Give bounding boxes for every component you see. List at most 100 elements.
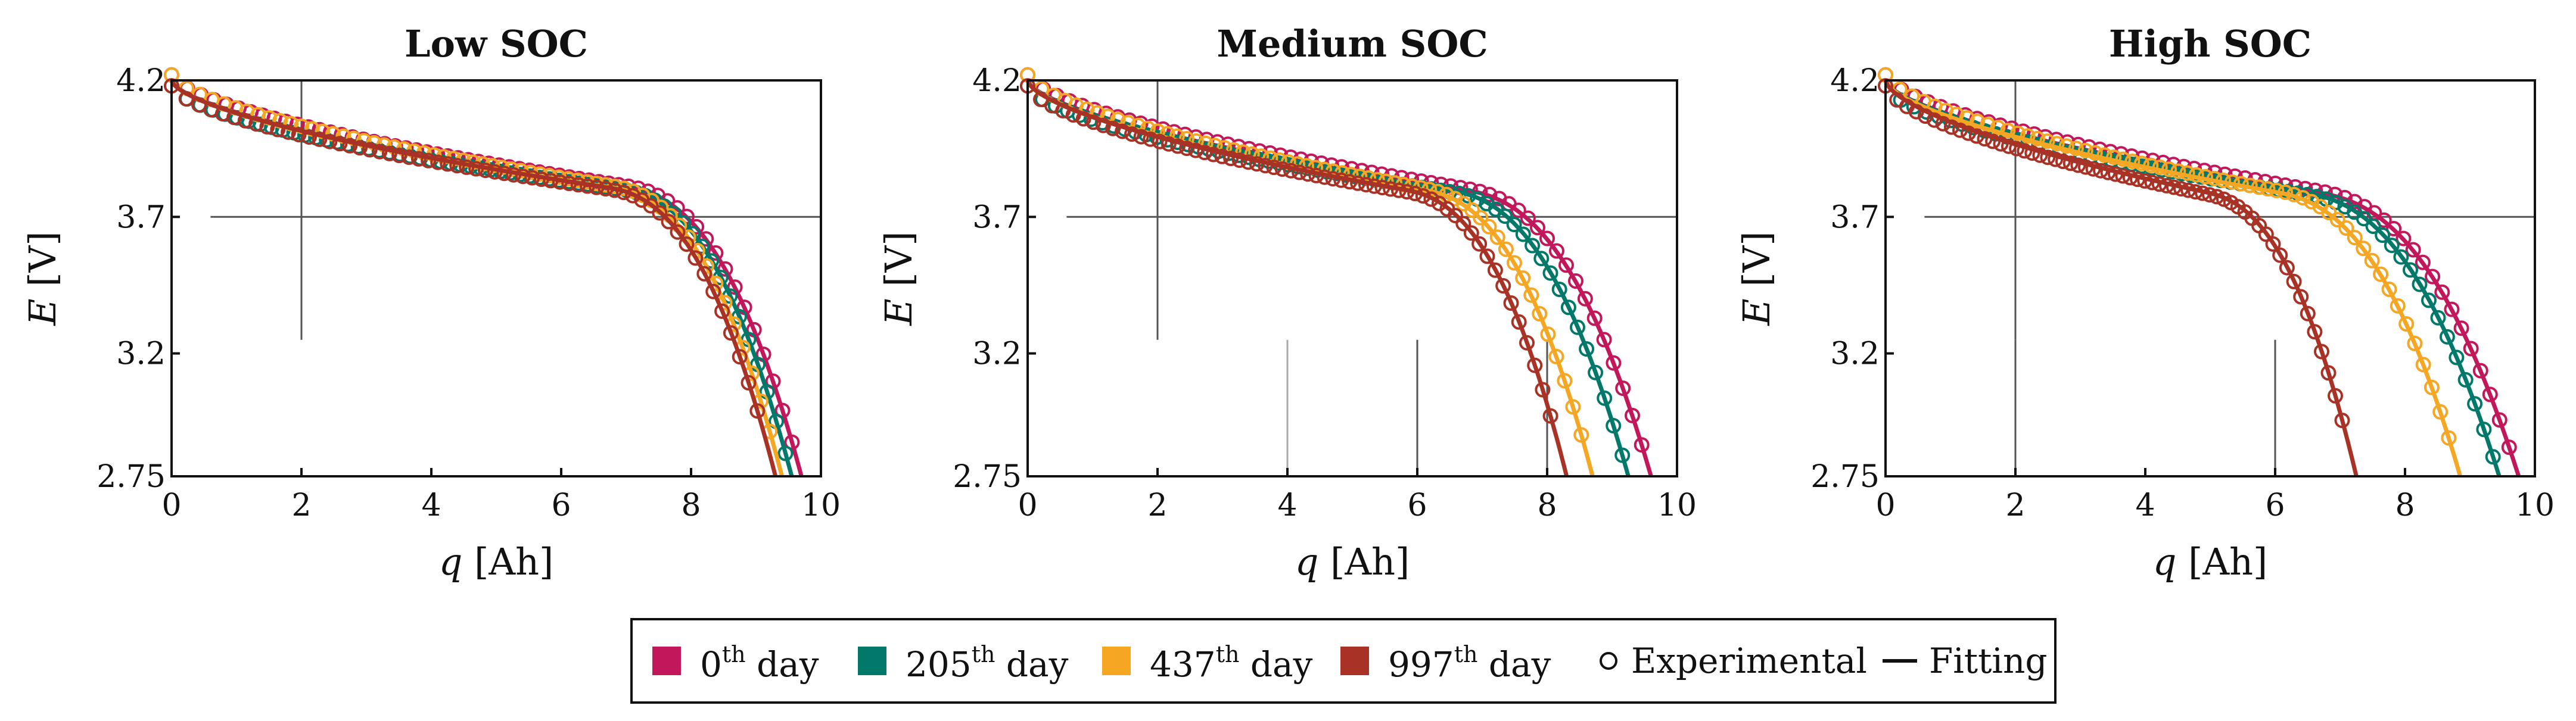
- experimental-point: [1926, 112, 1942, 128]
- experimental-point: [1918, 108, 1933, 124]
- experimental-point: [2207, 170, 2222, 186]
- experimental-point: [1065, 107, 1081, 123]
- experimental-point: [1539, 230, 1555, 246]
- experimental-point: [2055, 154, 2071, 169]
- experimental-point: [2269, 182, 2285, 198]
- experimental-point: [2441, 430, 2457, 446]
- experimental-point: [679, 236, 695, 252]
- x-axis-space: [2176, 540, 2188, 583]
- experimental-point: [1530, 220, 1545, 236]
- experimental-point: [2085, 161, 2101, 177]
- experimental-point: [1614, 447, 1631, 463]
- experimental-point: [1980, 117, 1996, 133]
- series-group: [164, 67, 804, 477]
- experimental-point: [606, 182, 623, 198]
- experimental-point: [506, 167, 522, 183]
- y-tick-label: 2.75: [97, 459, 166, 495]
- experimental-point: [2356, 241, 2372, 257]
- experimental-point: [2020, 128, 2036, 144]
- experimental-point: [2180, 182, 2197, 198]
- experimental-point: [1489, 229, 1505, 245]
- experimental-point: [2130, 171, 2146, 188]
- experimental-point: [1205, 146, 1221, 163]
- experimental-point: [270, 121, 286, 138]
- legend-label-base: 205: [906, 644, 972, 685]
- experimental-point: [1473, 210, 1489, 226]
- experimental-point: [2384, 238, 2400, 254]
- experimental-point: [2467, 396, 2483, 412]
- x-tick-label: 4: [1277, 488, 1297, 523]
- experimental-point: [1558, 257, 1574, 273]
- experimental-point: [696, 266, 713, 282]
- y-axis-space: [877, 287, 920, 299]
- experimental-point: [2233, 176, 2249, 192]
- x-axis-variable: q: [2153, 540, 2177, 583]
- panel-1: Low SOC 0 2 4 6 8 10 2.75 3.2 3.7 4.2 q [Ah] E [V]: [21, 22, 841, 583]
- experimental-point: [1523, 287, 1539, 303]
- experimental-point: [2279, 260, 2295, 276]
- y-tick-label: 4.2: [1830, 63, 1880, 99]
- experimental-point: [2137, 173, 2153, 189]
- experimental-point: [2293, 289, 2309, 305]
- experimental-point: [1143, 131, 1159, 147]
- experimental-point: [589, 179, 605, 195]
- experimental-point: [1481, 219, 1497, 235]
- panel-2: Medium SOC 0 2 4 6 8 10 2.75 3.2 3.7 4.2 q [Ah] E [V…: [877, 22, 1697, 583]
- experimental-point: [2395, 230, 2412, 246]
- experimental-point: [2463, 341, 2479, 357]
- experimental-point: [1949, 107, 1964, 123]
- experimental-point: [1977, 131, 1993, 147]
- experimental-point: [1577, 291, 1593, 307]
- legend-label-sup: th: [1216, 641, 1240, 667]
- experimental-point: [1970, 113, 1986, 129]
- y-tick-label: 2.75: [953, 459, 1022, 495]
- experimental-point: [2425, 269, 2441, 285]
- y-tick-label: 4.2: [116, 63, 166, 99]
- experimental-point: [2078, 159, 2093, 175]
- experimental-point: [2449, 349, 2465, 366]
- experimental-point: [332, 136, 348, 152]
- legend-label-rest: day: [1239, 644, 1312, 685]
- experimental-point: [1510, 202, 1526, 219]
- experimental-point: [2415, 357, 2431, 373]
- experimental-point: [2485, 449, 2501, 465]
- experimental-point: [1961, 125, 1976, 141]
- experimental-point: [2501, 439, 2517, 455]
- x-tick-label: 6: [551, 488, 571, 523]
- experimental-point: [580, 178, 595, 194]
- experimental-point: [1300, 166, 1316, 182]
- experimental-point: [1542, 408, 1558, 424]
- y-tick-label: 4.2: [972, 63, 1022, 99]
- experimental-point: [1586, 310, 1603, 326]
- experimental-point: [2390, 298, 2406, 314]
- panel-title: High SOC: [2109, 22, 2311, 65]
- experimental-point: [1161, 136, 1177, 152]
- experimental-point: [2209, 189, 2225, 205]
- legend-swatch-3: [1102, 647, 1131, 675]
- experimental-point: [1597, 390, 1613, 406]
- y-tick-label: 3.7: [116, 199, 166, 235]
- experimental-point: [2124, 154, 2141, 169]
- experimental-point: [2398, 316, 2415, 332]
- experimental-point: [2457, 372, 2474, 388]
- experimental-point: [322, 133, 338, 149]
- experimental-point: [259, 118, 275, 135]
- experimental-point: [1520, 210, 1536, 226]
- experimental-point: [1325, 171, 1341, 187]
- experimental-point: [2058, 138, 2074, 154]
- experimental-point: [1179, 141, 1195, 157]
- y-tick-label: 3.2: [1830, 336, 1880, 372]
- experimental-point: [2415, 254, 2431, 270]
- experimental-point: [1570, 319, 1585, 335]
- y-axis-space: [1735, 287, 1778, 299]
- experimental-point: [440, 156, 456, 172]
- experimental-point: [625, 188, 641, 204]
- experimental-point: [2096, 147, 2113, 163]
- experimental-point: [2295, 190, 2311, 206]
- experimental-point: [1943, 119, 1959, 135]
- experimental-point: [2144, 174, 2160, 191]
- experimental-point: [1423, 191, 1439, 207]
- x-tick-label: 4: [421, 488, 441, 523]
- experimental-point: [2272, 247, 2288, 263]
- experimental-point: [2260, 181, 2276, 197]
